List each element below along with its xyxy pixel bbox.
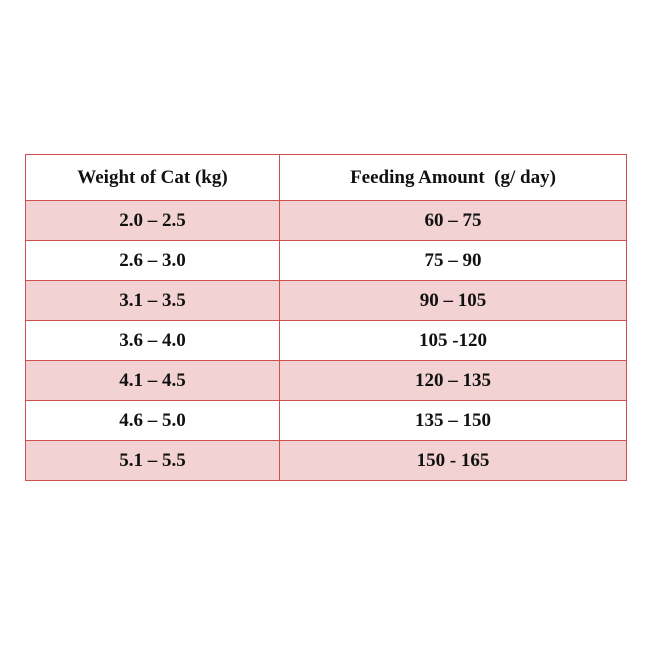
table-cell: 4.1 – 4.5	[25, 360, 280, 401]
table-cell: 60 – 75	[278, 200, 628, 241]
table-cell: 2.0 – 2.5	[25, 200, 280, 241]
table-row: 5.1 – 5.5 150 - 165	[25, 440, 628, 481]
table-cell: 120 – 135	[278, 360, 628, 401]
header-cell: Feeding Amount (g/ day)	[278, 154, 628, 201]
feeding-table: Weight of Cat (kg) Feeding Amount (g/ da…	[25, 154, 628, 481]
table-row: 4.6 – 5.0 135 – 150	[25, 400, 628, 441]
table-cell: 4.6 – 5.0	[25, 400, 280, 441]
table-cell: 90 – 105	[278, 280, 628, 321]
table-row: 3.1 – 3.5 90 – 105	[25, 280, 628, 321]
table-cell: 3.6 – 4.0	[25, 320, 280, 361]
header-cell: Weight of Cat (kg)	[25, 154, 280, 201]
table-row: 4.1 – 4.5 120 – 135	[25, 360, 628, 401]
header-row: Weight of Cat (kg) Feeding Amount (g/ da…	[25, 154, 628, 201]
table-row: 2.6 – 3.0 75 – 90	[25, 240, 628, 281]
table-body: 2.0 – 2.5 60 – 75 2.6 – 3.0 75 – 90 3.1 – 3.…	[25, 200, 628, 481]
table-cell: 5.1 – 5.5	[25, 440, 280, 481]
table-row: 3.6 – 4.0 105 -120	[25, 320, 628, 361]
table-cell: 150 - 165	[278, 440, 628, 481]
table-cell: 3.1 – 3.5	[25, 280, 280, 321]
table-cell: 105 -120	[278, 320, 628, 361]
table-cell: 2.6 – 3.0	[25, 240, 280, 281]
table-cell: 75 – 90	[278, 240, 628, 281]
table-cell: 135 – 150	[278, 400, 628, 441]
table-row: 2.0 – 2.5 60 – 75	[25, 200, 628, 241]
